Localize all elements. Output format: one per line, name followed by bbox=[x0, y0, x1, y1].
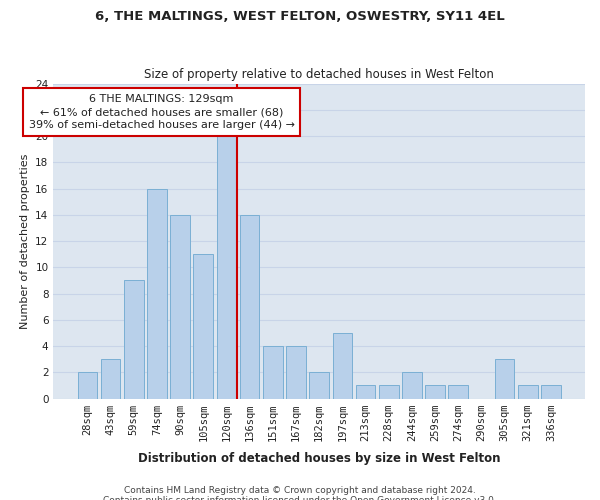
Text: Contains public sector information licensed under the Open Government Licence v3: Contains public sector information licen… bbox=[103, 496, 497, 500]
Bar bbox=[217, 136, 236, 398]
Bar bbox=[124, 280, 143, 398]
X-axis label: Distribution of detached houses by size in West Felton: Distribution of detached houses by size … bbox=[138, 452, 500, 465]
Bar bbox=[170, 215, 190, 398]
Bar bbox=[193, 254, 213, 398]
Bar bbox=[240, 215, 259, 398]
Bar bbox=[379, 386, 398, 398]
Bar bbox=[495, 359, 514, 399]
Bar bbox=[332, 333, 352, 398]
Bar bbox=[518, 386, 538, 398]
Bar bbox=[356, 386, 376, 398]
Bar bbox=[147, 188, 167, 398]
Text: 6, THE MALTINGS, WEST FELTON, OSWESTRY, SY11 4EL: 6, THE MALTINGS, WEST FELTON, OSWESTRY, … bbox=[95, 10, 505, 23]
Bar bbox=[101, 359, 121, 399]
Text: Contains HM Land Registry data © Crown copyright and database right 2024.: Contains HM Land Registry data © Crown c… bbox=[124, 486, 476, 495]
Bar bbox=[77, 372, 97, 398]
Y-axis label: Number of detached properties: Number of detached properties bbox=[20, 154, 30, 328]
Bar bbox=[425, 386, 445, 398]
Bar bbox=[541, 386, 561, 398]
Title: Size of property relative to detached houses in West Felton: Size of property relative to detached ho… bbox=[144, 68, 494, 81]
Bar bbox=[286, 346, 306, 399]
Bar bbox=[448, 386, 468, 398]
Text: 6 THE MALTINGS: 129sqm
← 61% of detached houses are smaller (68)
39% of semi-det: 6 THE MALTINGS: 129sqm ← 61% of detached… bbox=[29, 94, 295, 130]
Bar bbox=[402, 372, 422, 398]
Bar bbox=[310, 372, 329, 398]
Bar bbox=[263, 346, 283, 399]
